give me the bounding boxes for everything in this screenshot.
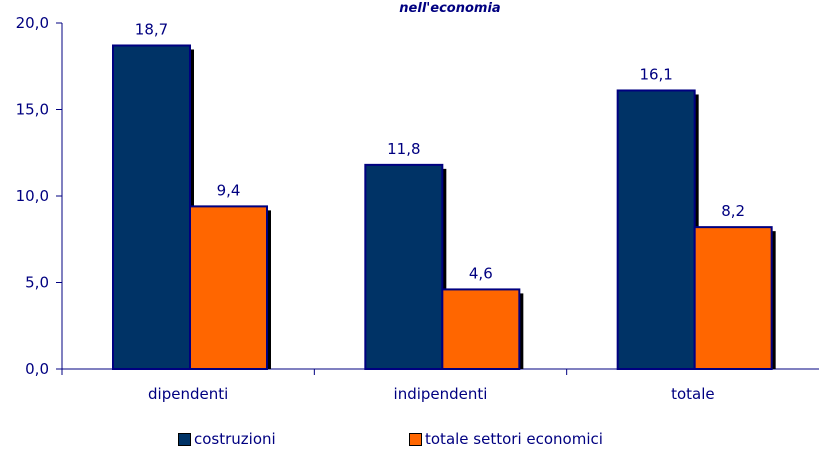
x-tick-label: totale [671,385,715,403]
bar-chart: 0,0 5,0 10,0 15,0 20,0 18,7 9,4 dipendenti 11,8 4… [16,14,819,403]
legend-swatch-costruzioni [178,432,191,446]
bar-costruzioni-indipendenti [364,163,444,370]
y-tick-label: 0,0 [25,360,49,378]
legend-label-totale-settori: totale settori economici [425,430,603,448]
x-tick-label: indipendenti [394,385,488,403]
bar-value-label: 16,1 [639,65,672,83]
x-tick-label: dipendenti [148,385,228,403]
y-tick-label: 15,0 [16,101,49,119]
bar-totale-settori-economici-dipendenti [189,205,268,370]
bar-value-label: 18,7 [135,20,168,38]
bar-value-label: 11,8 [387,140,420,158]
chart-legend: costruzioni totale settori economici [0,430,819,450]
bar-value-label: 9,4 [217,181,241,199]
bar-costruzioni-totale [616,89,696,370]
y-tick-label: 5,0 [25,274,49,292]
legend-item-totale-settori: totale settori economici [409,430,603,448]
bar-totale-settori-economici-totale [693,226,773,370]
legend-item-costruzioni: costruzioni [178,430,276,448]
bar-totale-settori-economici-indipendenti [441,288,521,371]
bar-value-label: 8,2 [721,202,745,220]
bar-value-label: 4,6 [469,264,493,282]
y-tick-label: 20,0 [16,14,49,32]
chart-title: nell'economia [399,1,501,16]
legend-swatch-totale-settori [409,432,422,446]
y-tick-label: 10,0 [16,187,49,205]
legend-label-costruzioni: costruzioni [194,430,276,448]
bar-costruzioni-dipendenti [112,44,191,371]
